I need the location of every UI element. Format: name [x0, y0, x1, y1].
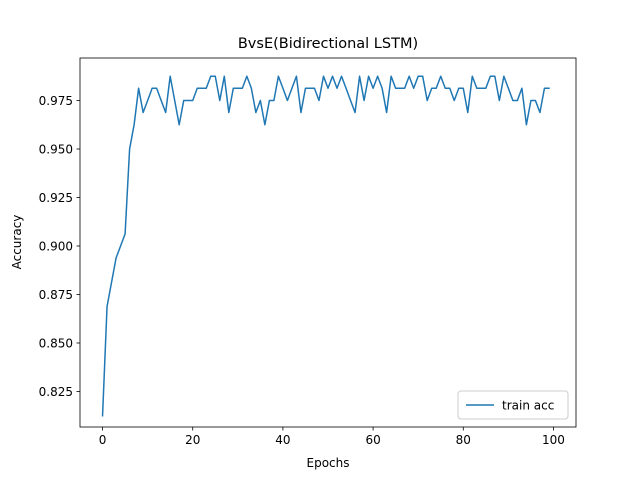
y-axis-label: Accuracy	[10, 215, 24, 270]
y-tick-label: 0.925	[39, 191, 73, 205]
y-tick-label: 0.875	[39, 288, 73, 302]
y-tick-label: 0.850	[39, 336, 73, 350]
x-tick-label: 80	[456, 433, 471, 447]
y-tick-label: 0.825	[39, 385, 73, 399]
x-tick-label: 0	[99, 433, 107, 447]
y-tick-label: 0.950	[39, 142, 73, 156]
legend-label-0: train acc	[502, 398, 554, 412]
y-tick-label: 0.900	[39, 239, 73, 253]
x-tick-label: 40	[275, 433, 290, 447]
plot-area: 0 20 40 60 80 100 0.825 0.850 0.875 0.900 0.925 0.9…	[39, 57, 577, 447]
series-line-0	[101, 75, 550, 417]
x-axis-label: Epochs	[307, 456, 350, 470]
axes-frame	[79, 57, 577, 428]
x-tick-label: 20	[185, 433, 200, 447]
legend-box	[457, 390, 569, 420]
x-tick-label: 100	[542, 433, 565, 447]
chart-title: BvsE(Bidirectional LSTM)	[238, 36, 418, 52]
x-tick-label: 60	[365, 433, 380, 447]
y-tick-label: 0.975	[39, 94, 73, 108]
